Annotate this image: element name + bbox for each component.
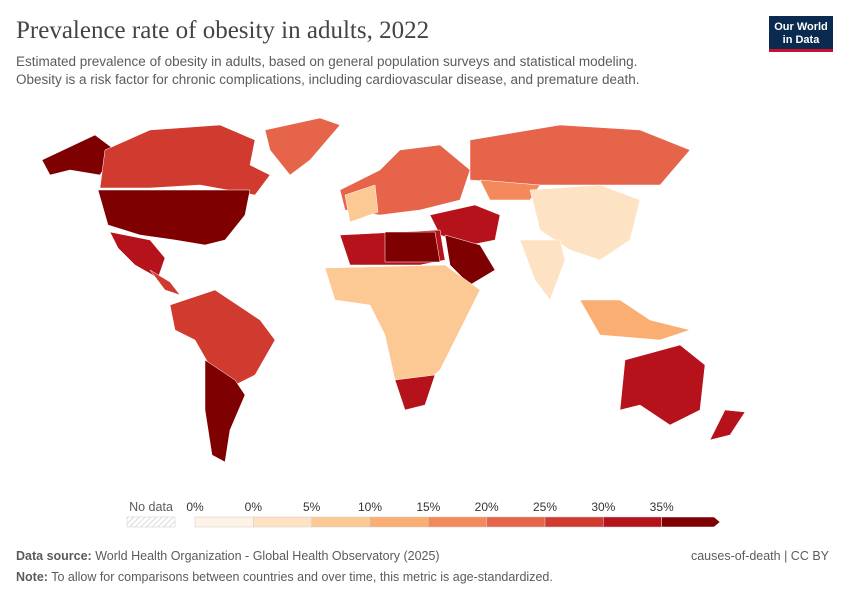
legend-swatch (253, 516, 312, 528)
legend-swatch (194, 516, 254, 528)
legend-no-data: No data (129, 500, 173, 514)
central-asia[interactable] (479, 179, 541, 201)
subtitle-line: Estimated prevalence of obesity in adult… (16, 54, 637, 69)
western-europe[interactable] (344, 184, 379, 223)
legend-label: 0% (245, 500, 263, 514)
new-zealand[interactable] (709, 409, 746, 441)
source-label: Data source: (16, 549, 92, 563)
southeast-asia[interactable] (579, 299, 691, 341)
subtitle-line: Obesity is a risk factor for chronic com… (16, 72, 640, 87)
title: Prevalence rate of obesity in adults, 20… (16, 17, 429, 44)
central-america[interactable] (149, 269, 181, 296)
legend-swatch (311, 516, 371, 528)
world-map (41, 117, 746, 463)
australia[interactable] (619, 344, 706, 426)
canada[interactable] (99, 124, 271, 196)
legend-label: 10% (358, 500, 382, 514)
legend-scale: 0% 0% 5% 10% 15% 20% 25% 30% 35% (186, 500, 721, 528)
south-africa[interactable] (394, 374, 436, 411)
source: Data source: World Health Organization -… (16, 549, 440, 563)
libya-egypt[interactable] (384, 231, 441, 263)
license: causes-of-death | CC BY (691, 549, 830, 563)
logo-text: Our World (774, 21, 828, 33)
source-text: World Health Organization - Global Healt… (95, 549, 439, 563)
logo-text: in Data (783, 34, 821, 46)
legend-label: 25% (533, 500, 557, 514)
argentina-chile[interactable] (204, 359, 246, 463)
legend-label: 35% (650, 500, 674, 514)
note-text: To allow for comparisons between countri… (51, 570, 553, 584)
legend-label: 20% (475, 500, 499, 514)
mexico[interactable] (109, 231, 166, 279)
legend-label: 0% (186, 500, 204, 514)
greenland[interactable] (264, 117, 341, 176)
legend-swatch (661, 516, 721, 528)
note: Note: To allow for comparisons between c… (16, 570, 553, 584)
legend-swatch (603, 516, 662, 528)
legend-label: 15% (416, 500, 440, 514)
legend-no-data-swatch (126, 516, 176, 528)
legend: No data 0% 0% 5% 10% 15% 20% 25% 30% 35% (126, 500, 721, 528)
russia[interactable] (469, 124, 691, 186)
legend-swatch (486, 516, 546, 528)
south-america[interactable] (169, 289, 276, 386)
alaska[interactable] (41, 134, 116, 176)
legend-swatch (428, 516, 487, 528)
usa[interactable] (97, 189, 251, 246)
note-label: Note: (16, 570, 48, 584)
arabia[interactable] (444, 234, 496, 286)
india[interactable] (519, 239, 566, 301)
logo[interactable]: Our World in Data (769, 16, 833, 52)
logo-bar (769, 49, 833, 52)
sub-saharan-africa[interactable] (324, 264, 481, 396)
logo-box (769, 16, 833, 50)
legend-label: 30% (591, 500, 615, 514)
legend-swatch (544, 516, 604, 528)
legend-label: 5% (303, 500, 321, 514)
legend-swatch (369, 516, 429, 528)
